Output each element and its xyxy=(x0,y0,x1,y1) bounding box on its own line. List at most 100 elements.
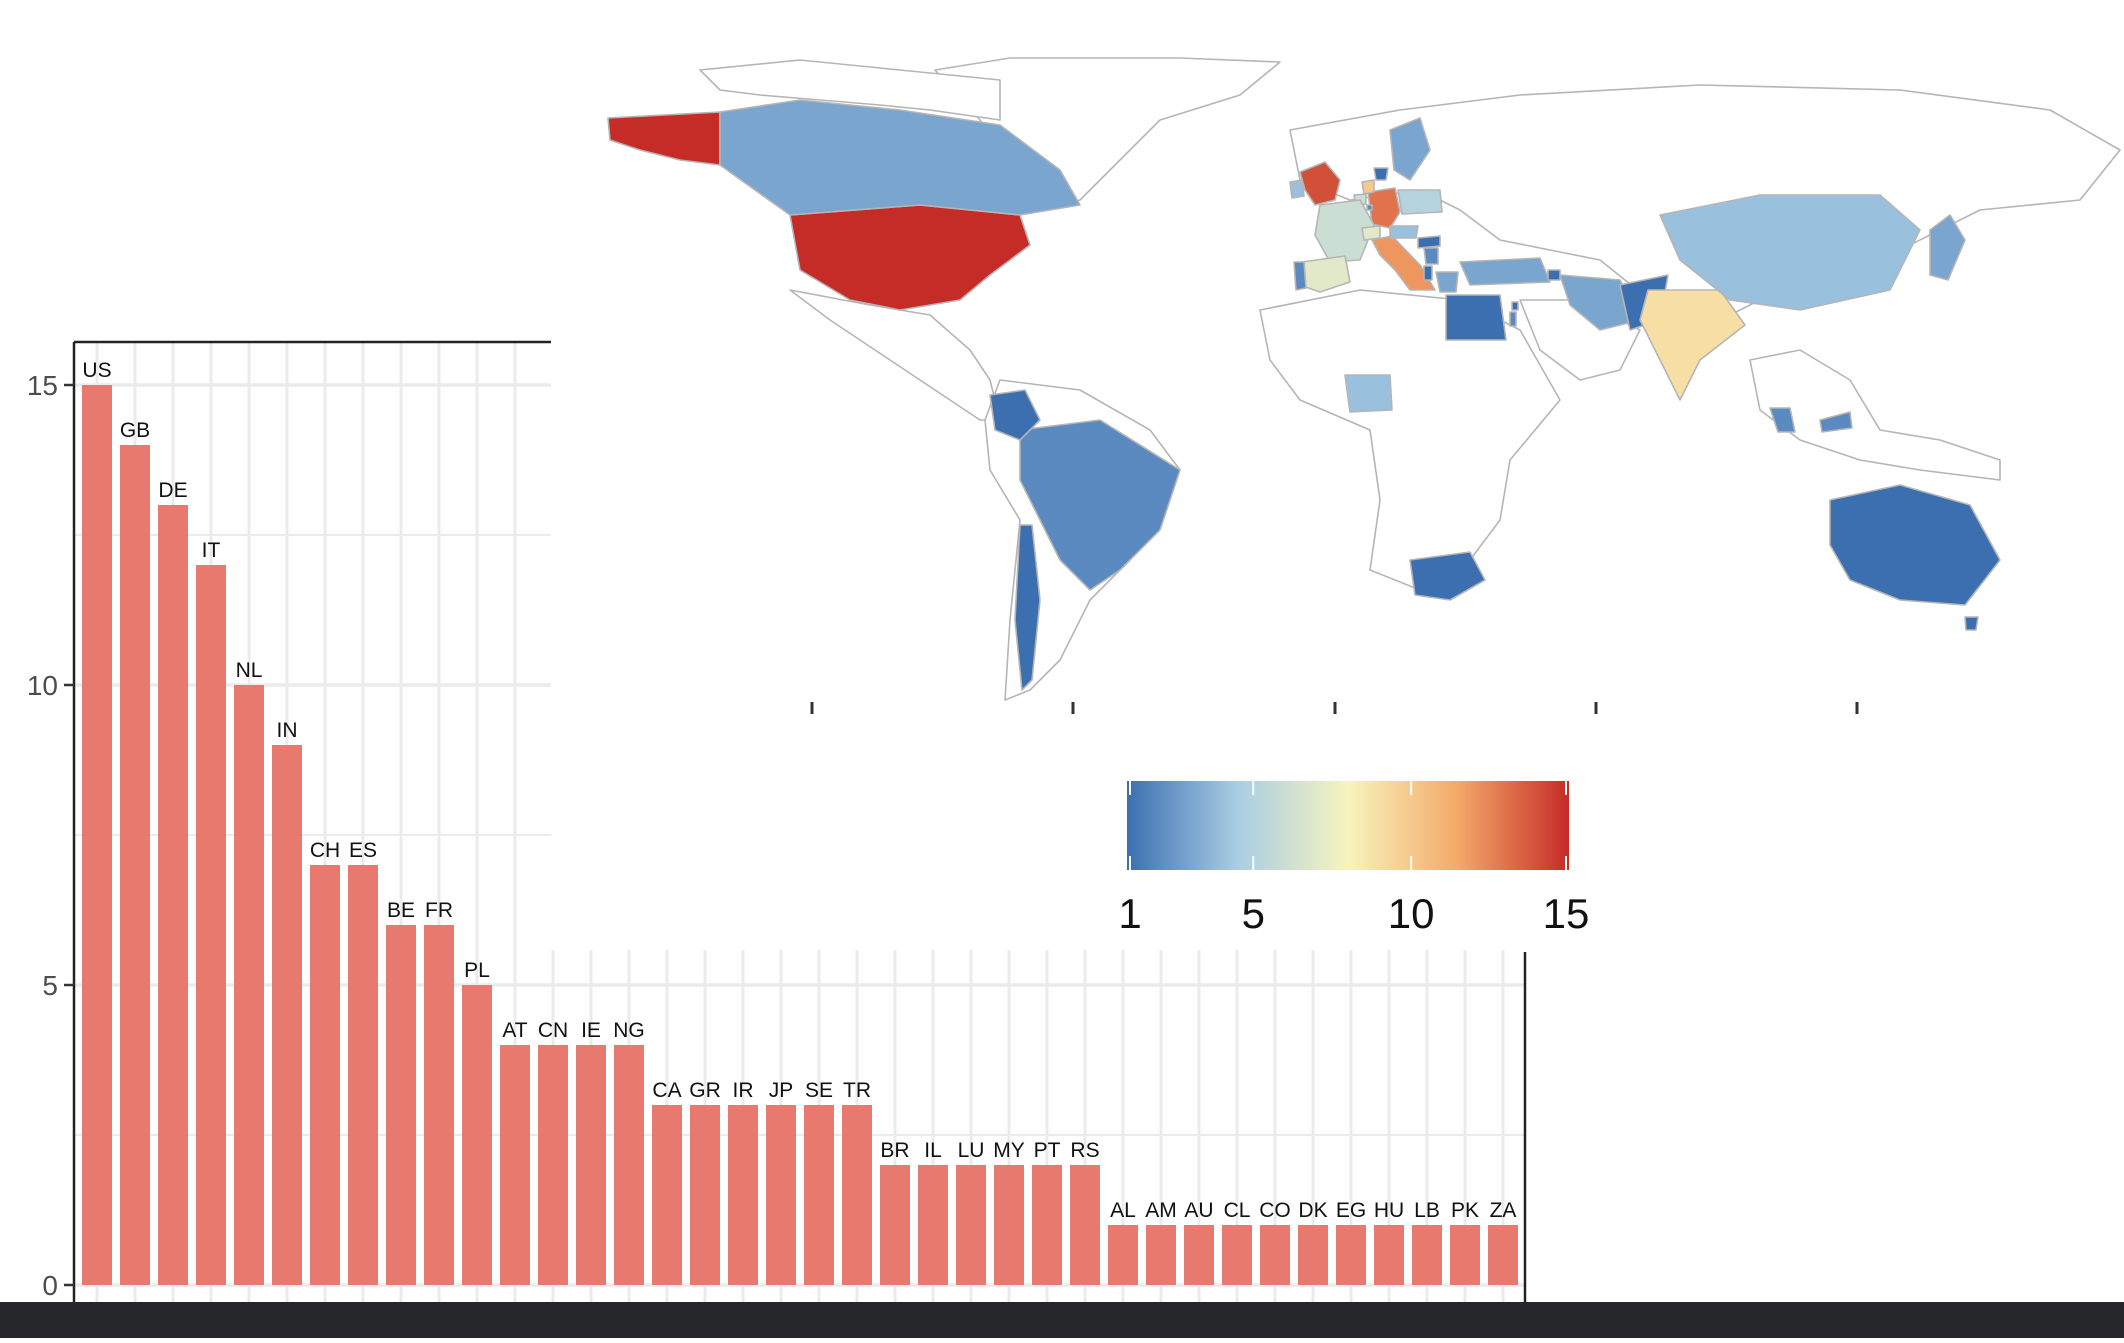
country-HU xyxy=(1417,235,1441,249)
bar-DK xyxy=(1298,1225,1328,1285)
bar-PT xyxy=(1032,1165,1062,1285)
bar-label-ZA: ZA xyxy=(1490,1199,1517,1222)
country-IR xyxy=(1559,274,1641,331)
land-canada-arctic xyxy=(699,59,1001,121)
bar-label-JP: JP xyxy=(769,1079,794,1102)
country-CO xyxy=(989,389,1041,441)
bar-label-BR: BR xyxy=(880,1139,909,1162)
country-IT xyxy=(1371,235,1436,291)
bar-AT xyxy=(500,1045,530,1285)
colorbar-labels: 1 5 10 15 xyxy=(1118,890,1589,937)
bar-IT xyxy=(196,565,226,1285)
y-tick-label: 0 xyxy=(42,1270,58,1301)
country-AM xyxy=(1547,269,1561,281)
bar-LU xyxy=(956,1165,986,1285)
bar-IN xyxy=(272,745,302,1285)
country-CL xyxy=(1014,524,1041,691)
bar-label-CA: CA xyxy=(652,1079,681,1102)
country-PL xyxy=(1397,189,1443,215)
country-AU xyxy=(1964,616,1979,631)
bar-GB xyxy=(120,445,150,1285)
bar-LB xyxy=(1412,1225,1442,1285)
bar-label-IT: IT xyxy=(202,539,221,562)
country-EG xyxy=(1445,294,1507,341)
colorbar-label: 10 xyxy=(1388,890,1435,937)
land-mexico-central-america xyxy=(789,289,1001,421)
colorbar-label: 1 xyxy=(1118,890,1141,937)
country-IE xyxy=(1289,179,1305,199)
bar-label-IN: IN xyxy=(277,719,298,742)
bar-label-EG: EG xyxy=(1336,1199,1366,1222)
bar-label-PK: PK xyxy=(1451,1199,1479,1222)
bar-SE xyxy=(804,1105,834,1285)
country-CH xyxy=(1361,225,1381,241)
bar-label-GR: GR xyxy=(689,1079,721,1102)
country-AL xyxy=(1423,265,1433,281)
bar-NG xyxy=(614,1045,644,1285)
bar-CA xyxy=(652,1105,682,1285)
country-NL xyxy=(1361,179,1375,195)
bar-label-ES: ES xyxy=(349,839,377,862)
land-southeast-asia xyxy=(1749,349,2001,481)
country-CN xyxy=(1659,194,1921,311)
bar-label-AM: AM xyxy=(1145,1199,1177,1222)
bar-TR xyxy=(842,1105,872,1285)
bar-IE xyxy=(576,1045,606,1285)
colorbar-legend: 1 5 10 15 xyxy=(1118,781,1589,937)
y-tick-label: 10 xyxy=(27,670,58,701)
bar-label-DE: DE xyxy=(158,479,187,502)
country-TR xyxy=(1459,257,1551,286)
bar-label-LU: LU xyxy=(958,1139,985,1162)
bar-PK xyxy=(1450,1225,1480,1285)
bar-NL xyxy=(234,685,264,1285)
country-RS xyxy=(1423,247,1439,265)
colorbar-label: 5 xyxy=(1242,890,1265,937)
bar-label-CN: CN xyxy=(538,1019,568,1042)
map-land-layer xyxy=(607,57,2121,701)
bar-label-PL: PL xyxy=(464,959,490,982)
bar-label-DK: DK xyxy=(1298,1199,1327,1222)
bar-label-AU: AU xyxy=(1184,1199,1213,1222)
colorbar-label: 15 xyxy=(1543,890,1590,937)
bar-label-AL: AL xyxy=(1110,1199,1136,1222)
bar-BE xyxy=(386,925,416,1285)
bar-label-SE: SE xyxy=(805,1079,833,1102)
country-JP xyxy=(1929,214,1966,281)
map-x-ticks xyxy=(810,702,1859,714)
country-CA xyxy=(719,99,1081,216)
bar-RS xyxy=(1070,1165,1100,1285)
bar-label-MY: MY xyxy=(993,1139,1025,1162)
bar-label-PT: PT xyxy=(1034,1139,1061,1162)
bar-US xyxy=(82,385,112,1285)
bar-label-CL: CL xyxy=(1224,1199,1251,1222)
country-MY xyxy=(1819,411,1853,433)
bar-label-NG: NG xyxy=(613,1019,645,1042)
bar-ES xyxy=(348,865,378,1285)
country-ZA xyxy=(1409,551,1486,601)
bar-label-IL: IL xyxy=(924,1139,942,1162)
bar-CL xyxy=(1222,1225,1252,1285)
country-MY xyxy=(1769,407,1796,433)
bar-AL xyxy=(1108,1225,1138,1285)
country-LU xyxy=(1366,204,1373,211)
country-GR xyxy=(1435,271,1459,293)
bar-label-RS: RS xyxy=(1070,1139,1099,1162)
bar-chart-bars xyxy=(82,385,1518,1285)
colorbar-ticks xyxy=(1129,781,1567,870)
bar-label-IE: IE xyxy=(581,1019,601,1042)
y-tick-label: 5 xyxy=(42,970,58,1001)
bar-label-GB: GB xyxy=(120,419,150,442)
bar-MY xyxy=(994,1165,1024,1285)
bar-DE xyxy=(158,505,188,1285)
country-FR xyxy=(1314,199,1375,263)
bar-label-US: US xyxy=(82,359,111,382)
country-AU xyxy=(1829,484,2001,606)
bar-label-IR: IR xyxy=(733,1079,754,1102)
footer-bar xyxy=(0,1302,2124,1338)
bar-IR xyxy=(728,1105,758,1285)
country-IL xyxy=(1509,311,1517,327)
bar-AM xyxy=(1146,1225,1176,1285)
world-map xyxy=(551,45,2124,952)
bar-BR xyxy=(880,1165,910,1285)
